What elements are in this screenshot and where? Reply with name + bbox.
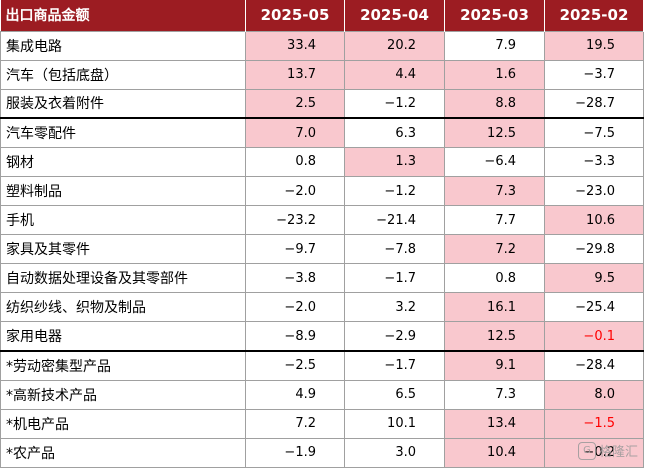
row-label: 集成电路	[0, 30, 246, 61]
row-label: *高新技术产品	[0, 379, 246, 410]
value-cell: −3.3	[544, 146, 644, 177]
value-cell: 10.1	[344, 408, 445, 439]
value-cell: 7.2	[444, 234, 545, 265]
value-cell: 33.4	[245, 30, 345, 61]
value-cell: −23.2	[245, 205, 345, 236]
row-label: 手机	[0, 205, 246, 236]
value-cell: 1.6	[444, 59, 545, 90]
row-label: 纺织纱线、织物及制品	[0, 292, 246, 323]
table-row: 家用电器 −8.9 −2.9 12.5 −0.1	[0, 321, 644, 352]
header-row: 出口商品金额 2025-05 2025-04 2025-03 2025-02	[0, 0, 644, 31]
value-cell: 8.8	[444, 88, 545, 119]
row-label: *农产品	[0, 437, 246, 468]
value-cell: −3.8	[245, 263, 345, 294]
value-cell: 20.2	[344, 30, 445, 61]
value-cell: 6.3	[344, 117, 445, 148]
value-cell: 0.8	[444, 263, 545, 294]
watermark-text: 格隆汇	[598, 445, 638, 460]
row-label: 家用电器	[0, 321, 246, 352]
value-cell: 2.5	[245, 88, 345, 119]
value-cell: −7.8	[344, 234, 445, 265]
table-row: *机电产品 7.2 10.1 13.4 −1.5	[0, 408, 644, 439]
table-row: 集成电路 33.4 20.2 7.9 19.5	[0, 30, 644, 61]
table-row: 自动数据处理设备及其零部件 −3.8 −1.7 0.8 9.5	[0, 263, 644, 294]
value-cell: 8.0	[544, 379, 644, 410]
value-cell: 3.2	[344, 292, 445, 323]
header-2025-05: 2025-05	[245, 0, 345, 31]
row-label: 钢材	[0, 146, 246, 177]
row-label: 汽车零配件	[0, 117, 246, 148]
value-cell: −1.9	[245, 437, 345, 468]
row-label: *机电产品	[0, 408, 246, 439]
table-row: 汽车（包括底盘） 13.7 4.4 1.6 −3.7	[0, 59, 644, 90]
value-cell: −28.4	[544, 350, 644, 381]
value-cell: −21.4	[344, 205, 445, 236]
value-cell: −0.1	[544, 321, 644, 352]
row-label: 汽车（包括底盘）	[0, 59, 246, 90]
value-cell: 9.1	[444, 350, 545, 381]
header-2025-03: 2025-03	[444, 0, 545, 31]
value-cell: −3.7	[544, 59, 644, 90]
value-cell: 19.5	[544, 30, 644, 61]
row-label: *劳动密集型产品	[0, 350, 246, 381]
value-cell: 1.3	[344, 146, 445, 177]
value-cell: −2.0	[245, 175, 345, 207]
value-cell: 4.9	[245, 379, 345, 410]
value-cell: −8.9	[245, 321, 345, 352]
table-row: *农产品 −1.9 3.0 10.4 −0.2	[0, 437, 644, 468]
value-cell: 7.3	[444, 175, 545, 207]
value-cell: 7.2	[245, 408, 345, 439]
header-2025-02: 2025-02	[544, 0, 644, 31]
value-cell: 16.1	[444, 292, 545, 323]
header-commodity: 出口商品金额	[0, 0, 246, 31]
value-cell: 10.6	[544, 205, 644, 236]
value-cell: −23.0	[544, 175, 644, 207]
header-2025-04: 2025-04	[344, 0, 445, 31]
row-label: 家具及其零件	[0, 234, 246, 265]
value-cell: −6.4	[444, 146, 545, 177]
value-cell: 7.7	[444, 205, 545, 236]
table-row: 塑料制品 −2.0 −1.2 7.3 −23.0	[0, 175, 644, 207]
row-label: 塑料制品	[0, 175, 246, 207]
value-cell: −1.5	[544, 408, 644, 439]
table-row: 汽车零配件 7.0 6.3 12.5 −7.5	[0, 117, 644, 148]
value-cell: 7.3	[444, 379, 545, 410]
value-cell: 12.5	[444, 117, 545, 148]
value-cell: −7.5	[544, 117, 644, 148]
value-cell: −9.7	[245, 234, 345, 265]
value-cell: −29.8	[544, 234, 644, 265]
value-cell: −1.2	[344, 175, 445, 207]
value-cell: 9.5	[544, 263, 644, 294]
value-cell: −1.7	[344, 350, 445, 381]
value-cell: 12.5	[444, 321, 545, 352]
value-cell: 7.9	[444, 30, 545, 61]
value-cell: −28.7	[544, 88, 644, 119]
value-cell: −25.4	[544, 292, 644, 323]
table-row: 家具及其零件 −9.7 −7.8 7.2 −29.8	[0, 234, 644, 265]
value-cell: 0.8	[245, 146, 345, 177]
value-cell: 13.7	[245, 59, 345, 90]
table-row: *劳动密集型产品 −2.5 −1.7 9.1 −28.4	[0, 350, 644, 381]
value-cell: 4.4	[344, 59, 445, 90]
table-row: 钢材 0.8 1.3 −6.4 −3.3	[0, 146, 644, 177]
watermark: G 格隆汇	[577, 441, 638, 460]
value-cell: −1.2	[344, 88, 445, 119]
table-row: 服装及衣着附件 2.5 −1.2 8.8 −28.7	[0, 88, 644, 119]
value-cell: 13.4	[444, 408, 545, 439]
value-cell: −1.7	[344, 263, 445, 294]
value-cell: −2.9	[344, 321, 445, 352]
table-row: 纺织纱线、织物及制品 −2.0 3.2 16.1 −25.4	[0, 292, 644, 323]
value-cell: 3.0	[344, 437, 445, 468]
glh-logo-icon: G	[577, 441, 596, 460]
value-cell: 6.5	[344, 379, 445, 410]
value-cell: 10.4	[444, 437, 545, 468]
value-cell: 7.0	[245, 117, 345, 148]
value-cell: −2.5	[245, 350, 345, 381]
row-label: 服装及衣着附件	[0, 88, 246, 119]
table-row: *高新技术产品 4.9 6.5 7.3 8.0	[0, 379, 644, 410]
row-label: 自动数据处理设备及其零部件	[0, 263, 246, 294]
table-row: 手机 −23.2 −21.4 7.7 10.6	[0, 205, 644, 236]
value-cell: −2.0	[245, 292, 345, 323]
